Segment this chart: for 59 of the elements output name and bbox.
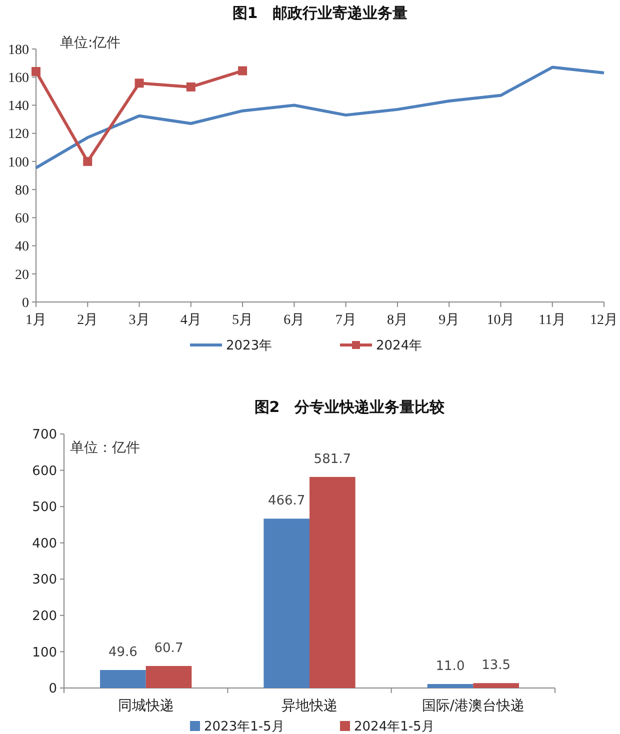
y-tick-label: 140	[8, 99, 29, 114]
bar	[310, 476, 356, 688]
annotation: 单位：亿件	[70, 440, 140, 456]
x-tick-label: 同城快递	[118, 698, 174, 714]
bar	[427, 684, 474, 688]
bar	[264, 518, 310, 688]
x-tick-label: 6月	[284, 313, 305, 328]
y-tick-label: 80	[15, 183, 29, 198]
point	[238, 66, 248, 76]
x-tick-label: 7月	[335, 313, 356, 328]
line-series	[34, 66, 606, 170]
y-tick-label: 180	[8, 42, 29, 58]
data-label: 13.5	[482, 658, 511, 674]
data-label: 581.7	[314, 452, 352, 467]
point	[134, 78, 144, 88]
annotation: 单位:亿件	[60, 35, 121, 51]
y-tick-label: 20	[15, 268, 29, 283]
chart-title: 图1 邮政行业寄递业务量	[232, 4, 408, 22]
point	[186, 82, 196, 92]
x-tick-label: 9月	[438, 313, 460, 328]
bar	[100, 670, 146, 688]
y-tick-label: 100	[8, 155, 29, 170]
point	[32, 66, 40, 76]
bar	[146, 666, 192, 688]
y-tick-label: 600	[32, 464, 57, 479]
x-tick-label: 1月	[26, 313, 46, 328]
x-tick-label: 11月	[538, 313, 566, 328]
y-tick-label: 160	[8, 71, 29, 86]
data-label: 466.7	[268, 494, 306, 509]
y-tick-label: 400	[32, 536, 57, 552]
x-tick-label: 5月	[232, 313, 254, 328]
y-tick-label: 500	[32, 500, 57, 516]
y-tick-label: 200	[32, 608, 57, 624]
y-tick-label: 300	[32, 572, 57, 588]
x-tick-label: 12月	[590, 313, 618, 328]
legend-label: 2023年	[226, 338, 272, 354]
legend-label: 2023年1-5月	[204, 720, 284, 734]
y-tick-label: 700	[32, 428, 57, 443]
x-tick-label: 国际/港澳台快递	[422, 698, 525, 714]
chart-title: 图2 分专业快递业务量比较	[254, 398, 446, 416]
legend-label: 2024年	[376, 338, 422, 354]
x-tick-label: 8月	[386, 313, 408, 328]
data-label: 11.0	[436, 659, 465, 674]
legend-label: 2024年1-5月	[354, 720, 434, 734]
y-tick-label: 60	[15, 212, 29, 227]
x-tick-label: 3月	[128, 313, 150, 328]
point	[83, 156, 92, 166]
data-label: 49.6	[108, 645, 138, 660]
x-tick-label: 异地快递	[282, 698, 338, 714]
y-tick-label: 0	[22, 296, 29, 311]
x-tick-label: 2月	[77, 313, 98, 328]
y-tick-label: 100	[32, 645, 57, 660]
x-tick-label: 4月	[180, 313, 202, 328]
x-tick-label: 10月	[486, 313, 515, 328]
y-tick-label: 120	[8, 127, 29, 142]
data-label: 60.7	[154, 640, 184, 656]
y-tick-label: 40	[15, 240, 29, 255]
bar	[473, 683, 519, 688]
y-tick-label: 0	[48, 682, 57, 697]
